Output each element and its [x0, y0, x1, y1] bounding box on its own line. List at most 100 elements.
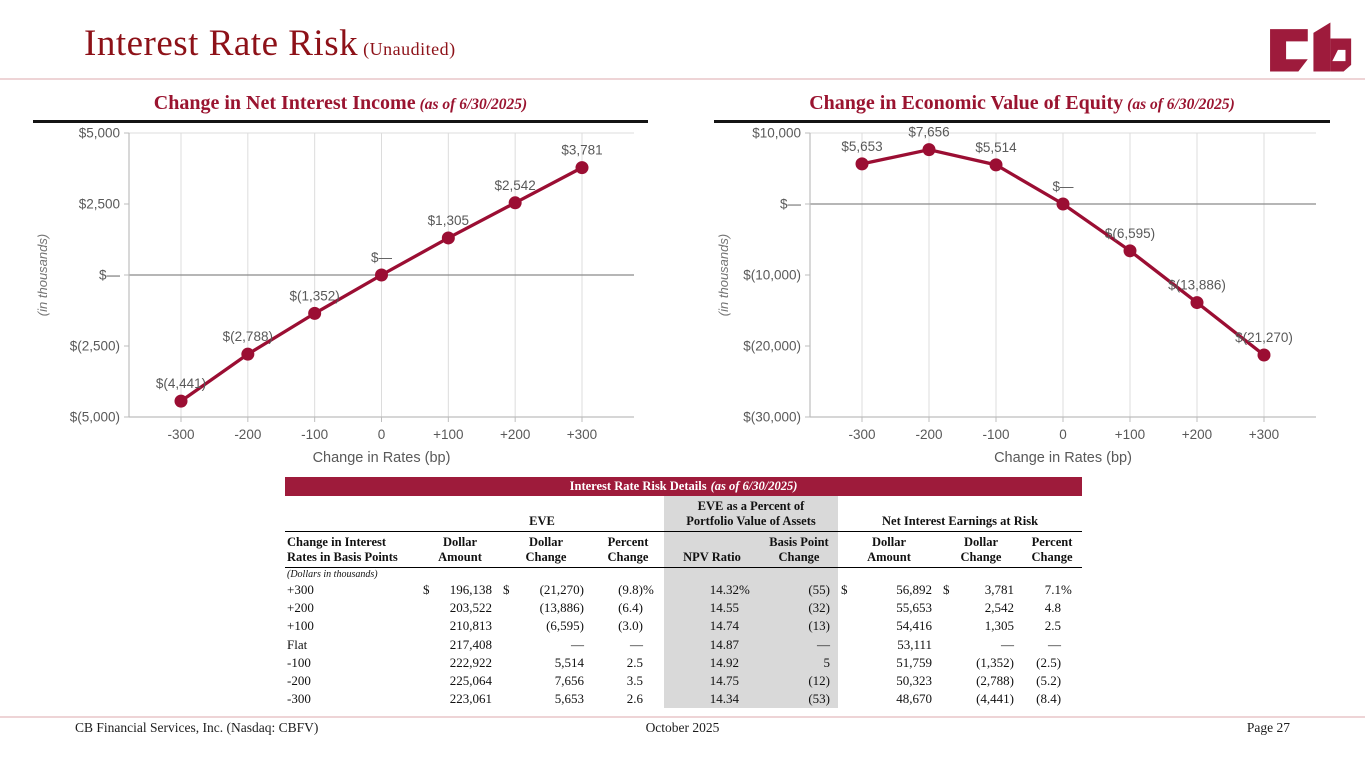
table-row: -100 222,922 5,514 2.5 14.92 5 51,759 (1,352) (2…	[285, 653, 1082, 673]
data-label: $—	[1052, 179, 1074, 194]
table-cell: $ (21,270)	[500, 581, 592, 599]
svg-text:$—: $—	[780, 197, 802, 212]
eve-chart-title: Change in Economic Value of Equity (as of…	[714, 92, 1330, 123]
table-cell: (5.2)	[1036, 673, 1062, 689]
table-cell: —	[760, 635, 838, 654]
data-label: $7,656	[908, 125, 949, 140]
svg-text:+300: +300	[567, 427, 597, 442]
table-row: Flat 217,408— —14.87—53,111— —	[285, 635, 1082, 654]
footer-page-number: Page 27	[1246, 720, 1290, 735]
data-point	[375, 268, 388, 282]
table-cell: —	[1048, 636, 1062, 652]
percent-sign: %	[1061, 582, 1072, 597]
table-cell: $56,892	[838, 581, 940, 599]
svg-text:+300: +300	[1249, 427, 1279, 442]
data-label: $(21,270)	[1235, 330, 1293, 345]
svg-text:$(5,000): $(5,000)	[70, 410, 120, 425]
data-point	[441, 231, 455, 245]
column-header: Dollar Change	[940, 531, 1022, 568]
svg-text:$2,500: $2,500	[79, 197, 120, 212]
line-chart-svg: $5,000 $2,500 $— $(2,500) $(5,000) -300 -200 -1…	[35, 126, 634, 466]
eve-chart-title-text: Change in Economic Value of Equity	[809, 92, 1124, 114]
nii-chart-title-text: Change in Net Interest Income	[153, 92, 416, 114]
table-cell: (2,788)	[976, 673, 1014, 689]
eve-chart-title-suffix: (as of 6/30/2025)	[1127, 96, 1235, 113]
data-point	[855, 157, 869, 171]
table-note: (Dollars in thousands)	[287, 569, 378, 580]
x-axis-ticks: -300 -200 -100 0 +100 +200 +300	[167, 417, 597, 442]
column-header: Change in Interest Rates in Basis Points	[285, 531, 420, 568]
table-cell: (55)	[760, 581, 838, 600]
page-title-suffix: (Unaudited)	[363, 39, 456, 59]
table-row: -300 223,061 5,653 2.6 14.34 (53) 48,670 (4,441…	[285, 690, 1082, 709]
table-cell: 203,522	[449, 600, 492, 616]
table-cell: (4,441)	[976, 691, 1014, 707]
table-cell: (12)	[760, 672, 838, 691]
header-divider	[0, 78, 1365, 80]
column-header: Basis Point Change	[760, 531, 838, 568]
table-row: +300 $196,138 $ (21,270) (9.8)% 14.32% (55) $56…	[285, 581, 1082, 600]
table-cell: 14.92	[664, 653, 760, 673]
table-cell: 14.55	[664, 599, 760, 618]
svg-text:$5,000: $5,000	[79, 126, 120, 141]
table-cell: 5,514	[554, 654, 584, 670]
table-row: +200 203,522 (13,886) (6.4) 14.55 (32) 55,653 2…	[285, 599, 1082, 618]
svg-text:-100: -100	[301, 427, 328, 442]
data-label: $(1,352)	[290, 288, 340, 303]
svg-text:+200: +200	[500, 427, 530, 442]
svg-text:+100: +100	[1115, 427, 1145, 442]
table-cell: (32)	[760, 599, 838, 618]
table-cell: —	[630, 636, 643, 652]
table-cell: -200	[287, 673, 311, 689]
svg-text:-300: -300	[848, 427, 875, 442]
x-axis-title: Change in Rates (bp)	[313, 450, 451, 466]
table-cell: 48,670	[896, 691, 932, 707]
table-cell: 5	[760, 653, 838, 673]
table-cell: 2.6	[626, 691, 643, 707]
eve-chart-card: Change in Economic Value of Equity (as of…	[714, 92, 1330, 468]
gridlines	[810, 132, 1316, 417]
svg-text:$10,000: $10,000	[752, 126, 801, 141]
column-header: Percent Change	[1022, 531, 1083, 568]
table-cell: (6.4)	[618, 600, 643, 616]
table-cell: 14.34	[664, 690, 760, 709]
table-cell: 14.87	[664, 635, 760, 654]
data-point	[1190, 296, 1204, 310]
data-point	[1257, 348, 1271, 362]
eve-line-chart: $10,000 $— $(10,000) $(20,000) $(30,000) -300…	[714, 123, 1330, 468]
data-point	[575, 161, 589, 175]
table-cell: +100	[287, 618, 314, 634]
table-cell: (13)	[760, 617, 838, 636]
svg-text:+200: +200	[1182, 427, 1212, 442]
line-chart-svg: $10,000 $— $(10,000) $(20,000) $(30,000) -300…	[716, 125, 1316, 466]
table-cell: 7,656	[554, 673, 584, 689]
group-header: Net Interest Earnings at Risk	[838, 496, 1083, 532]
nii-chart-card: Change in Net Interest Income (as of 6/30…	[33, 92, 648, 468]
table-cell: 4.8	[1044, 600, 1062, 616]
data-labels: $5,653 $7,656 $5,514 $— $(6,595) $(13,886) $(2…	[841, 125, 1293, 345]
table-cell: (3.0)	[618, 618, 643, 634]
table-cell: Flat	[287, 636, 308, 652]
svg-text:$—: $—	[99, 268, 121, 283]
column-header: Dollar Change	[500, 531, 592, 568]
table-cell: 14.32%	[664, 581, 760, 600]
svg-text:-200: -200	[234, 427, 261, 442]
column-header: Dollar Amount	[420, 531, 500, 568]
irr-details-table: Interest Rate Risk Details (as of 6/30/20…	[285, 477, 1083, 709]
table-cell: 223,061	[449, 691, 492, 707]
irr-table: Interest Rate Risk Details (as of 6/30/20…	[285, 477, 1083, 709]
table-cell: —	[1001, 636, 1014, 652]
y-axis-ticks: $5,000 $2,500 $— $(2,500) $(5,000)	[70, 126, 129, 425]
table-cell: 14.74	[664, 617, 760, 636]
table-cell: 2,542	[984, 600, 1014, 616]
table-cell: +200	[287, 600, 314, 616]
svg-text:$(20,000): $(20,000)	[743, 339, 801, 354]
nii-line-chart: $5,000 $2,500 $— $(2,500) $(5,000) -300 -200 -1…	[33, 123, 648, 468]
table-cell: (13,886)	[539, 600, 584, 616]
page-title-text: Interest Rate Risk	[84, 23, 359, 64]
data-label: $(13,886)	[1168, 278, 1226, 293]
column-header: Percent Change	[592, 531, 664, 568]
svg-text:+100: +100	[433, 427, 463, 442]
svg-text:0: 0	[378, 427, 386, 442]
